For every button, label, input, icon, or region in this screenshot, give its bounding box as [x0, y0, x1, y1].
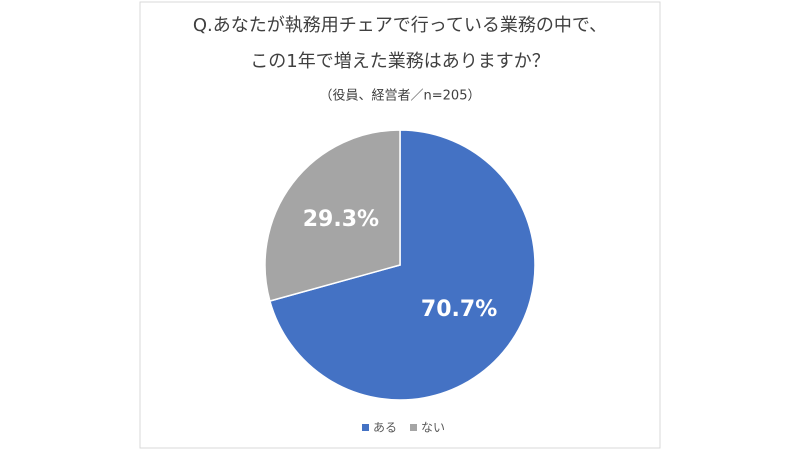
data-label: 29.3% — [303, 207, 379, 232]
chart-title: Q.あなたが執務用チェアで行っている業務の中で、 — [193, 15, 607, 36]
legend-swatch — [362, 424, 369, 431]
legend-swatch — [410, 424, 417, 431]
legend-label: ない — [421, 421, 445, 435]
legend-label: ある — [373, 421, 397, 435]
chart-subtitle: （役員、経営者／n=205） — [320, 89, 481, 104]
chart-title: この1年で増えた業務はありますか？ — [250, 51, 549, 72]
pie-slice — [268, 129, 536, 401]
pie-slice — [264, 129, 401, 302]
data-label: 70.7% — [421, 297, 497, 322]
